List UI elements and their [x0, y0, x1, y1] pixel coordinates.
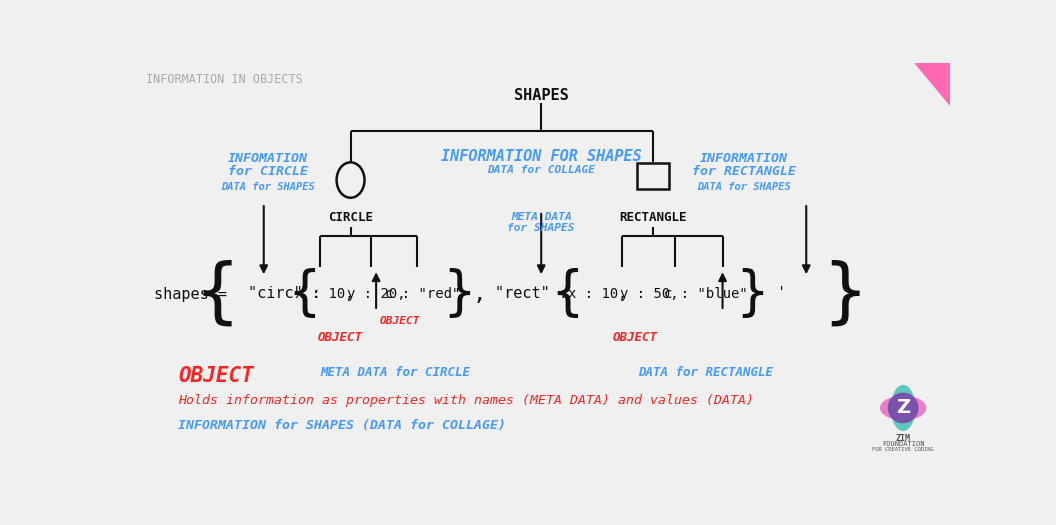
Text: }: }	[824, 259, 867, 329]
Ellipse shape	[891, 386, 914, 430]
Text: OBJECT: OBJECT	[380, 316, 420, 326]
Circle shape	[888, 393, 918, 423]
Text: META DATA for CIRCLE: META DATA for CIRCLE	[321, 365, 471, 379]
Text: for RECTANGLE: for RECTANGLE	[693, 165, 796, 177]
Text: "rect" :: "rect" :	[494, 287, 568, 301]
Text: y : 20,: y : 20,	[346, 287, 406, 301]
Text: }: }	[736, 268, 768, 320]
Text: OBJECT: OBJECT	[318, 331, 363, 344]
Text: y : 50,: y : 50,	[620, 287, 679, 301]
Text: DATA for RECTANGLE: DATA for RECTANGLE	[638, 365, 773, 379]
Text: OBJECT: OBJECT	[178, 365, 254, 385]
Text: c : "blue": c : "blue"	[663, 287, 748, 301]
Text: INFOMATION: INFOMATION	[228, 152, 307, 164]
Text: CIRCLE: CIRCLE	[328, 211, 373, 224]
Bar	[637, 163, 670, 190]
Text: FOR CREATIVE CODING: FOR CREATIVE CODING	[872, 447, 934, 452]
Text: {: {	[195, 259, 239, 329]
Text: for SHAPES: for SHAPES	[508, 223, 574, 233]
Text: c : "red": c : "red"	[385, 287, 460, 301]
Text: INFORMATION IN OBJECTS: INFORMATION IN OBJECTS	[146, 74, 303, 87]
Text: INFORMATION FOR SHAPES: INFORMATION FOR SHAPES	[440, 149, 642, 164]
Text: FOUNDATION: FOUNDATION	[882, 441, 924, 447]
Text: x : 10,: x : 10,	[568, 287, 626, 301]
Text: SHAPES: SHAPES	[514, 88, 568, 103]
Polygon shape	[914, 63, 950, 106]
Text: INFORMATION for SHAPES (DATA for COLLAGE): INFORMATION for SHAPES (DATA for COLLAGE…	[178, 419, 507, 432]
Text: for CIRCLE: for CIRCLE	[228, 165, 307, 177]
Text: "circ" :: "circ" :	[248, 287, 321, 301]
Text: shapes =: shapes =	[154, 287, 227, 301]
Text: DATA for SHAPES: DATA for SHAPES	[697, 182, 791, 192]
Text: INFORMATION: INFORMATION	[700, 152, 788, 164]
Text: DATA for COLLAGE: DATA for COLLAGE	[487, 165, 596, 175]
Text: {: {	[551, 268, 583, 320]
Text: }: }	[444, 268, 475, 320]
Text: META DATA: META DATA	[511, 212, 571, 222]
Ellipse shape	[881, 396, 926, 419]
Text: ZIM: ZIM	[895, 434, 910, 443]
Text: Holds information as properties with names (META DATA) and values (DATA): Holds information as properties with nam…	[178, 394, 754, 407]
Text: x : 10,: x : 10,	[295, 287, 354, 301]
Text: ': '	[768, 287, 786, 301]
Text: ,: ,	[472, 284, 486, 304]
Text: RECTANGLE: RECTANGLE	[619, 211, 686, 224]
Text: {: {	[288, 268, 320, 320]
Text: Z: Z	[897, 398, 910, 417]
Text: DATA for SHAPES: DATA for SHAPES	[221, 182, 315, 192]
Text: OBJECT: OBJECT	[612, 331, 658, 344]
